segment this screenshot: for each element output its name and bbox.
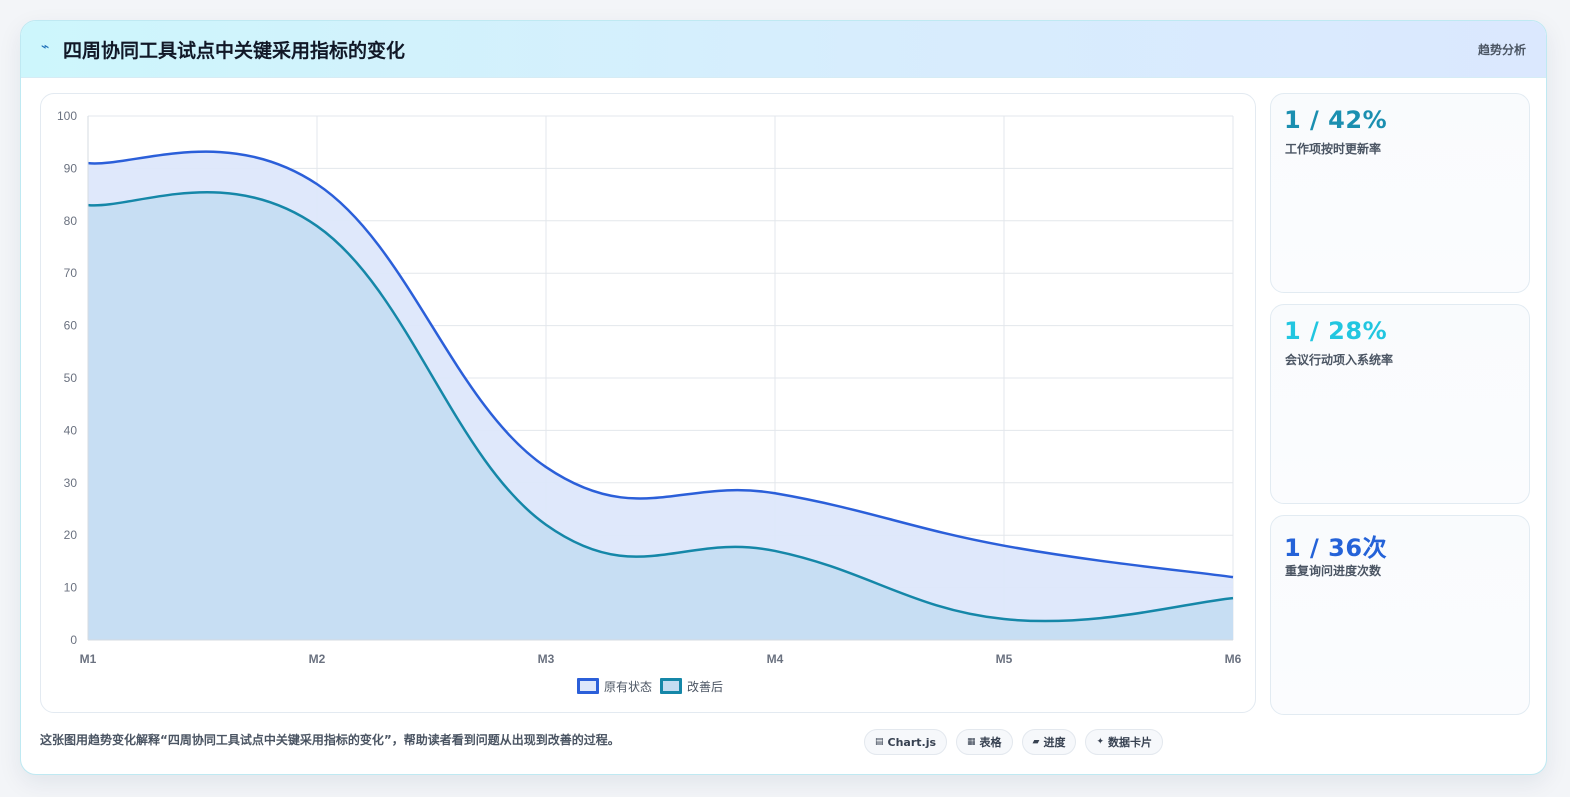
y-tick-label: 30 bbox=[64, 476, 78, 490]
kpi-value: 1 / 28% bbox=[1284, 317, 1388, 345]
y-tick-label: 50 bbox=[64, 371, 78, 385]
chip-label: 表格 bbox=[979, 736, 1002, 749]
kpi-card-repeat-queries: 1 / 36次 重复询问进度次数 bbox=[1270, 515, 1530, 715]
chart-legend: 原有状态 改善后 bbox=[577, 678, 723, 694]
x-tick-label: M1 bbox=[80, 652, 97, 666]
y-tick-label: 10 bbox=[64, 581, 78, 595]
chip-label: 数据卡片 bbox=[1108, 736, 1153, 749]
chart-panel: 0 10 20 30 40 50 60 70 80 90 100 M1 M2 M3 M4 M5 M6 原有状态 … bbox=[40, 93, 1256, 713]
y-tick-label: 20 bbox=[64, 528, 78, 542]
x-tick-label: M6 bbox=[1225, 652, 1242, 666]
legend-swatch-improved bbox=[660, 678, 683, 694]
x-tick-label: M4 bbox=[767, 652, 784, 666]
series-area-1 bbox=[88, 192, 1233, 640]
chip-label: Chart.js bbox=[887, 735, 937, 749]
chip-label: 进度 bbox=[1043, 736, 1066, 749]
y-tick-label: 90 bbox=[64, 161, 78, 175]
x-tick-label: M5 bbox=[996, 652, 1013, 666]
chart-description: 这张图用趋势变化解释“四周协同工具试点中关键采用指标的变化”，帮助读者看到问题从… bbox=[40, 733, 620, 747]
chip-data-cards[interactable]: ✦ 数据卡片 bbox=[1085, 729, 1164, 755]
kpi-label: 会议行动项入系统率 bbox=[1285, 353, 1394, 367]
page-title: 四周协同工具试点中关键采用指标的变化 bbox=[63, 40, 406, 62]
kpi-card-update-rate: 1 / 42% 工作项按时更新率 bbox=[1270, 93, 1530, 293]
kpi-value: 1 / 36次 bbox=[1284, 534, 1388, 562]
tech-chips: ▤ Chart.js ▦ 表格 ▰ 进度 ✦ 数据卡片 bbox=[864, 729, 1164, 755]
legend-swatch-original bbox=[577, 678, 599, 694]
chip-table[interactable]: ▦ 表格 bbox=[956, 729, 1013, 755]
series-line-0 bbox=[87, 150, 1234, 579]
kpi-card-meeting-actions: 1 / 28% 会议行动项入系统率 bbox=[1270, 304, 1530, 504]
kpi-value: 1 / 42% bbox=[1284, 106, 1388, 134]
y-tick-label: 70 bbox=[64, 266, 78, 280]
card-header: ⌁ 四周协同工具试点中关键采用指标的变化 趋势分析 bbox=[21, 21, 1546, 78]
legend-label-improved: 改善后 bbox=[687, 679, 724, 694]
y-tick-label: 0 bbox=[70, 633, 77, 647]
y-tick-label: 40 bbox=[64, 423, 78, 437]
progress-icon: ▰ bbox=[1032, 737, 1040, 747]
chip-progress[interactable]: ▰ 进度 bbox=[1021, 729, 1077, 755]
legend-label-original: 原有状态 bbox=[604, 679, 653, 694]
y-tick-label: 60 bbox=[64, 319, 78, 333]
area-chart: 0 10 20 30 40 50 60 70 80 90 100 M1 M2 M3 M4 M5 M6 bbox=[57, 109, 1242, 666]
legend-item-original[interactable]: 原有状态 bbox=[577, 678, 652, 695]
chip-chartjs[interactable]: ▤ Chart.js bbox=[864, 729, 948, 755]
kpi-label: 重复询问进度次数 bbox=[1285, 564, 1382, 578]
y-tick-label: 100 bbox=[57, 109, 77, 123]
chart-icon: ▤ bbox=[875, 737, 884, 747]
series-line-1 bbox=[87, 190, 1234, 623]
legend-item-improved[interactable]: 改善后 bbox=[660, 678, 723, 695]
table-icon: ▦ bbox=[967, 737, 976, 747]
x-tick-label: M3 bbox=[538, 652, 555, 666]
y-tick-label: 80 bbox=[64, 214, 78, 228]
category-tag: 趋势分析 bbox=[1477, 43, 1526, 57]
spark-icon: ⌁ bbox=[41, 39, 50, 55]
report-card: ⌁ 四周协同工具试点中关键采用指标的变化 趋势分析 0 10 20 30 40 50 60 7… bbox=[20, 20, 1547, 775]
x-tick-label: M2 bbox=[309, 652, 326, 666]
kpi-label: 工作项按时更新率 bbox=[1285, 142, 1382, 156]
sparkle-icon: ✦ bbox=[1096, 737, 1105, 747]
